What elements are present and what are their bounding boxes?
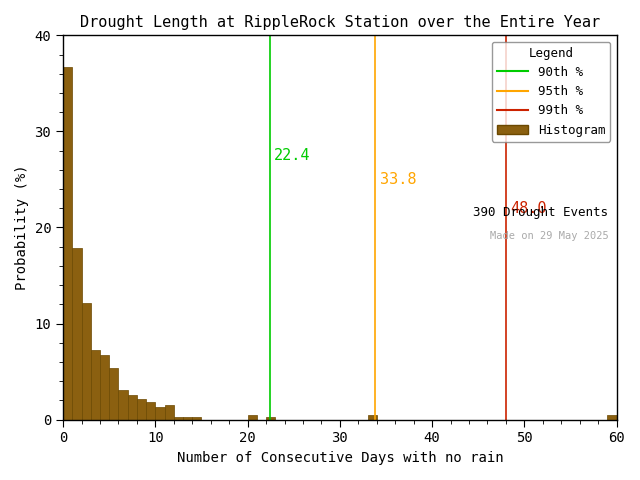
Bar bbox=[72, 248, 81, 420]
Bar bbox=[100, 355, 109, 420]
Bar bbox=[63, 67, 72, 420]
Text: 48.0: 48.0 bbox=[511, 201, 547, 216]
Bar bbox=[174, 417, 183, 420]
Bar bbox=[266, 417, 275, 420]
Text: 33.8: 33.8 bbox=[380, 172, 416, 187]
Bar bbox=[367, 415, 377, 420]
Bar bbox=[118, 390, 128, 420]
Bar bbox=[128, 395, 137, 420]
Bar bbox=[183, 417, 192, 420]
Title: Drought Length at RippleRock Station over the Entire Year: Drought Length at RippleRock Station ove… bbox=[80, 15, 600, 30]
Y-axis label: Probability (%): Probability (%) bbox=[15, 165, 29, 290]
X-axis label: Number of Consecutive Days with no rain: Number of Consecutive Days with no rain bbox=[177, 451, 503, 465]
Bar bbox=[146, 402, 156, 420]
Bar bbox=[192, 417, 202, 420]
Bar bbox=[81, 303, 91, 420]
Bar bbox=[164, 405, 174, 420]
Bar bbox=[248, 415, 257, 420]
Bar bbox=[91, 350, 100, 420]
Bar bbox=[156, 407, 164, 420]
Text: 390 Drought Events: 390 Drought Events bbox=[474, 206, 609, 219]
Text: 22.4: 22.4 bbox=[275, 148, 311, 163]
Bar bbox=[109, 368, 118, 420]
Text: Made on 29 May 2025: Made on 29 May 2025 bbox=[490, 231, 609, 241]
Bar bbox=[137, 399, 146, 420]
Legend: 90th %, 95th %, 99th %, Histogram: 90th %, 95th %, 99th %, Histogram bbox=[492, 42, 611, 142]
Bar bbox=[607, 415, 616, 420]
